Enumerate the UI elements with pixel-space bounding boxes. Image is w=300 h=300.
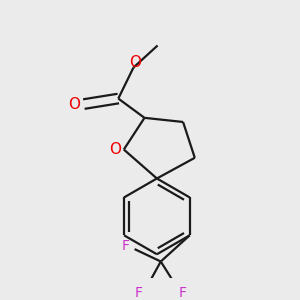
Text: F: F	[179, 286, 187, 299]
Text: O: O	[110, 142, 122, 157]
Text: O: O	[130, 55, 142, 70]
Text: O: O	[68, 97, 80, 112]
Text: F: F	[122, 239, 130, 253]
Text: F: F	[135, 286, 143, 299]
